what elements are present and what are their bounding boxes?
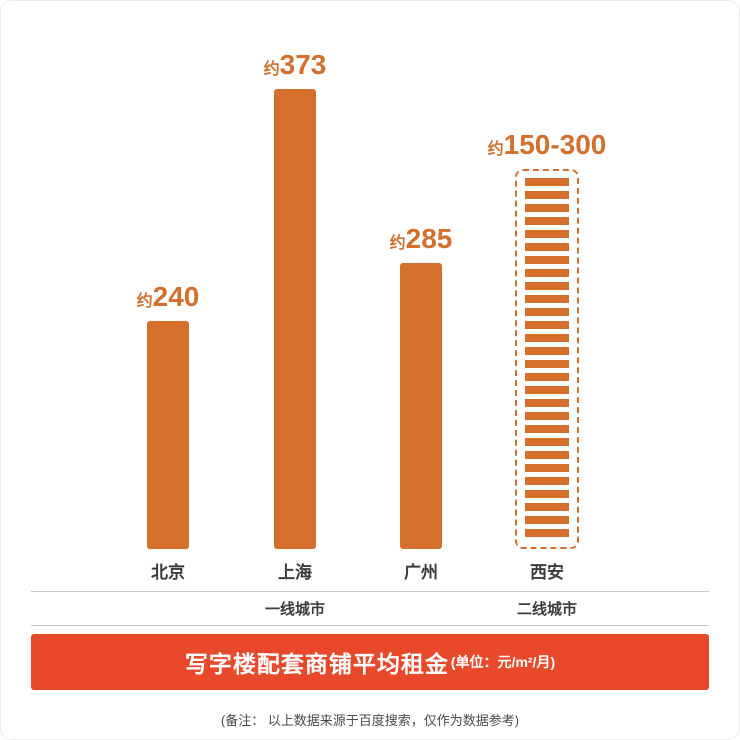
city-label-xian: 西安 (530, 562, 564, 582)
bar-column-shanghai: 约373 上海 (230, 1, 360, 591)
approx-prefix: 约 (389, 235, 406, 252)
city-label-guangzhou: 广州 (404, 562, 438, 582)
chart-title: 写字楼配套商铺平均租金 (184, 651, 449, 677)
city-label-shanghai: 上海 (278, 562, 312, 582)
group-label-tier1: 一线城市 (264, 600, 326, 618)
chart-unit-label: (单位：元/m²/月) (450, 654, 556, 670)
value-label-beijing: 约240 (137, 283, 200, 311)
approx-prefix: 约 (136, 293, 153, 310)
value-number: 240 (152, 281, 200, 312)
group-label-tier2: 二线城市 (516, 600, 578, 618)
chart-title-banner: 写字楼配套商铺平均租金 (单位：元/m²/月) (31, 634, 709, 690)
bar-column-guangzhou: 约285 广州 (356, 1, 486, 591)
bar-beijing (147, 321, 189, 549)
city-tier-group-row: 一线城市 二线城市 (31, 591, 709, 626)
bar-column-beijing: 约240 北京 (103, 1, 233, 591)
bar-shanghai (274, 89, 316, 549)
bar-column-xian: 约150-300 西安 (482, 1, 612, 591)
bar-xian-stripes (525, 178, 569, 540)
value-label-xian: 约150-300 (488, 131, 607, 159)
data-source-note: (备注： 以上数据来源于百度搜索，仅作为数据参考) (220, 713, 520, 728)
approx-prefix: 约 (263, 61, 280, 78)
value-number: 150-300 (503, 129, 607, 160)
bar-xian-range (515, 169, 579, 549)
value-label-shanghai: 约373 (264, 51, 327, 79)
value-label-guangzhou: 约285 (390, 225, 453, 253)
city-label-beijing: 北京 (151, 562, 185, 582)
approx-prefix: 约 (487, 141, 504, 158)
chart-plot-area: 约240 北京 约373 上海 约285 广州 约150-300 (31, 1, 709, 592)
value-number: 285 (405, 223, 453, 254)
value-number: 373 (279, 49, 327, 80)
bar-guangzhou (400, 263, 442, 549)
